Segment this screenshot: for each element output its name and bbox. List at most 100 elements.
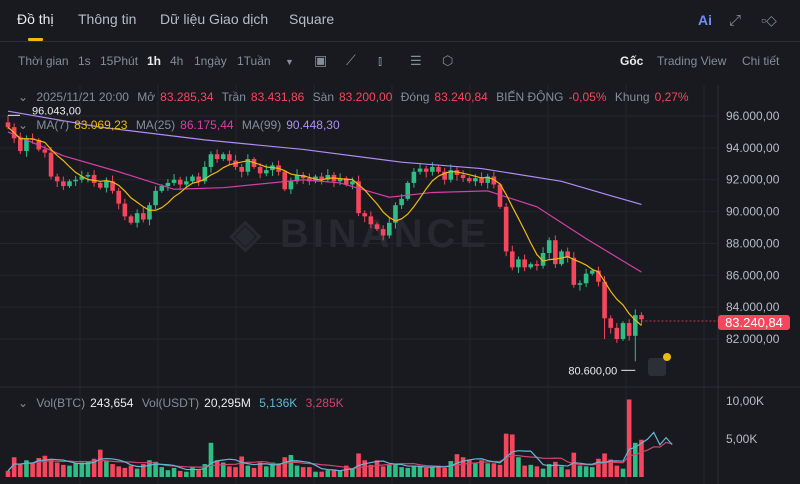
candle-body	[104, 181, 109, 188]
chart-toolbar: Thời gian 1s 15Phút 1h 4h 1ngày 1Tuần ▼ …	[0, 52, 800, 72]
chart-tabs: Đồ thị Thông tin Dữ liệu Giao dịch Squar…	[0, 0, 800, 42]
view-original[interactable]: Gốc	[620, 54, 644, 68]
candle-body	[522, 259, 527, 268]
volume-bar	[67, 465, 72, 477]
candle-body	[497, 184, 503, 207]
volume-bar	[534, 466, 540, 477]
volume-bar	[36, 458, 42, 477]
volume-bar	[177, 470, 183, 477]
ma99-label: MA(99)	[241, 118, 282, 132]
more-intervals-dropdown-icon[interactable]: ▼	[285, 57, 294, 67]
candle-body	[110, 181, 115, 191]
volume-bar	[214, 460, 220, 477]
volume-bar	[436, 465, 441, 477]
volume-bar	[491, 463, 497, 477]
volume-bar	[368, 464, 374, 477]
ma25-value: 86.175,44	[180, 118, 234, 132]
interval-1w[interactable]: 1Tuần	[237, 54, 271, 68]
binance-watermark: ◈ BINANCE	[229, 212, 490, 256]
active-tab-indicator	[28, 38, 43, 41]
volume-bar	[559, 466, 564, 477]
candle-body	[380, 229, 386, 236]
price-tick-label: 88.000,00	[726, 236, 780, 250]
volume-bar	[393, 464, 398, 477]
volume-bar	[97, 449, 103, 477]
volume-bar	[122, 467, 128, 477]
interval-4h[interactable]: 4h	[170, 54, 184, 68]
settings-list-icon[interactable]: ☰	[410, 53, 422, 68]
volume-bar	[343, 465, 349, 477]
vol-btc-value: 243,654	[90, 396, 134, 410]
change-label: BIẾN ĐỘNG	[496, 90, 564, 104]
ma7-label: MA(7)	[36, 118, 70, 132]
close-label: Đóng	[400, 90, 430, 104]
ma7-value: 83.069,23	[74, 118, 128, 132]
layout-icon[interactable]: ▫◇	[761, 12, 777, 28]
candle-body	[565, 251, 570, 258]
candle-body	[633, 315, 638, 336]
candle-body	[436, 166, 441, 172]
interval-15m[interactable]: 15Phút	[100, 54, 139, 68]
vol-ma2-value: 3,285K	[305, 396, 344, 410]
volume-bar	[380, 466, 386, 477]
tab-info[interactable]: Thông tin	[78, 11, 137, 27]
candle-body	[116, 190, 121, 204]
candle-body	[245, 159, 251, 172]
tab-chart[interactable]: Đồ thị	[17, 11, 54, 27]
news-icon	[648, 358, 666, 376]
volume-bar	[362, 460, 367, 477]
ma-info-row: ⌄ MA(7) 83.069,23 MA(25) 86.175,44 MA(99) 9…	[18, 119, 345, 132]
collapse-icon[interactable]: ⌄	[18, 396, 29, 410]
interval-1s[interactable]: 1s	[78, 54, 91, 68]
candle-body	[356, 181, 361, 214]
candle-body	[608, 318, 613, 328]
candle-body	[24, 138, 29, 152]
open-value: 83.285,34	[160, 90, 214, 104]
high-marker-label: 96.043,00	[32, 105, 81, 117]
view-tradingview[interactable]: Trading View	[657, 54, 727, 68]
volume-bar	[91, 458, 97, 477]
interval-1d[interactable]: 1ngày	[194, 54, 227, 68]
indicator-icon[interactable]: ⟋	[346, 52, 356, 68]
datetime: 2025/11/21 20:00	[36, 90, 129, 104]
candle-body	[337, 178, 343, 182]
range-value: 0,27%	[654, 90, 689, 104]
collapse-icon[interactable]: ⌄	[18, 90, 29, 104]
ai-icon[interactable]: Ai	[698, 12, 712, 28]
volume-bar	[48, 459, 54, 477]
ma25-line	[7, 131, 642, 273]
volume-bar	[387, 464, 392, 477]
ma25-label: MA(25)	[135, 118, 176, 132]
candle-body	[61, 181, 66, 187]
volume-bar	[319, 471, 324, 477]
candle-body	[417, 168, 423, 172]
calendar-icon[interactable]: ▣	[314, 52, 328, 68]
volume-bar	[307, 467, 312, 477]
view-depth[interactable]: Chi tiết	[742, 54, 780, 68]
collapse-icon[interactable]: ⌄	[18, 118, 29, 132]
candle-type-icon[interactable]: ⫾	[378, 53, 383, 68]
tab-trading-data[interactable]: Dữ liệu Giao dịch	[160, 11, 269, 27]
candle-body	[473, 178, 478, 182]
volume-bar	[553, 461, 558, 477]
hexagon-settings-icon[interactable]: ⬡	[442, 53, 454, 68]
time-label: Thời gian	[18, 54, 69, 68]
high-value: 83.431,86	[250, 90, 305, 104]
expand-icon[interactable]: ⤢	[729, 12, 742, 29]
candle-body	[294, 174, 300, 182]
volume-bar	[251, 467, 257, 477]
volume-bar	[399, 467, 404, 477]
volume-bar	[313, 471, 318, 477]
volume-bar	[411, 466, 417, 477]
volume-bar	[245, 465, 251, 477]
volume-bar	[337, 470, 343, 477]
volume-bar	[331, 469, 337, 477]
candle-body	[399, 198, 404, 206]
candle-body	[460, 174, 466, 179]
interval-1h[interactable]: 1h	[147, 54, 162, 68]
volume-bar	[565, 469, 570, 477]
tab-square[interactable]: Square	[289, 11, 335, 27]
volume-ma-slow-line	[7, 441, 673, 472]
candle-body	[239, 166, 244, 172]
